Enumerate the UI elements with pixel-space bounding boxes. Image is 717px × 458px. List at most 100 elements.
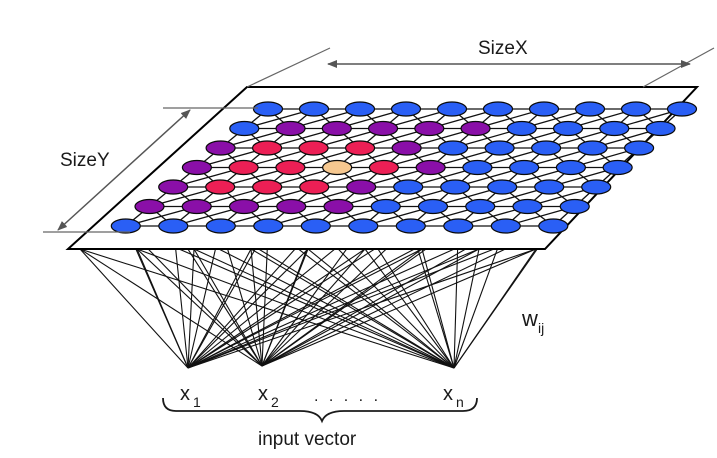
size-x-extension-right (642, 47, 715, 88)
winner-neuron (322, 159, 353, 176)
neuron (158, 218, 189, 234)
weight-connection-1 (187, 248, 252, 369)
neuron (506, 120, 537, 137)
size-y-arrow (57, 109, 191, 231)
input-x2-symbol: x (258, 383, 268, 405)
weight-connection-2 (261, 248, 309, 367)
neuron (482, 101, 514, 117)
neuron (440, 179, 471, 195)
weight-connection-3 (421, 248, 455, 369)
neuron (321, 120, 352, 137)
weight-connection-1 (187, 248, 195, 369)
neuron (512, 198, 543, 215)
neuron (581, 179, 612, 195)
input-x1-symbol: x (180, 383, 190, 405)
neuron (275, 120, 306, 137)
neuron (559, 198, 590, 215)
weight-connection-3 (307, 248, 455, 369)
neuron (490, 218, 521, 234)
neuron (462, 159, 493, 176)
neuron (395, 218, 426, 234)
size-x-label: SizeX (478, 38, 528, 59)
neuron (620, 101, 652, 117)
neuron (645, 120, 676, 137)
input-brace (162, 397, 478, 424)
neuron (110, 218, 141, 234)
neuron (181, 198, 212, 215)
neuron (509, 159, 540, 176)
weight-connection-2 (261, 248, 423, 367)
neuron (574, 101, 606, 117)
neuron (134, 198, 165, 215)
neuron (158, 179, 189, 195)
neuron (599, 120, 630, 137)
input-labels: x 1 x 2 . . . . . x n (180, 383, 464, 410)
size-y-label: SizeY (60, 150, 110, 171)
weight-connection-2 (261, 248, 480, 367)
weight-connection-3 (453, 248, 480, 369)
weight-connection-3 (250, 248, 455, 369)
neuron (228, 198, 260, 215)
neuron (623, 140, 655, 156)
weight-connection-2 (193, 248, 263, 367)
neuron (391, 140, 422, 156)
neuron (538, 218, 569, 234)
input-x2-subscript: 2 (271, 394, 279, 410)
weight-connection-1 (187, 248, 366, 369)
neuron (368, 159, 399, 176)
weight-connection-1 (136, 248, 189, 369)
neuron (552, 120, 584, 137)
neuron (367, 120, 399, 137)
weight-connection-3 (364, 248, 455, 369)
neuron (602, 159, 633, 176)
neuron (252, 140, 283, 156)
neuron (298, 140, 329, 156)
neuron (181, 159, 212, 176)
weight-connection-2 (79, 248, 263, 367)
neuron (390, 101, 422, 117)
neuron (577, 140, 608, 156)
size-y-dimension: SizeY (43, 107, 258, 233)
neuron (415, 159, 446, 176)
neuron (393, 179, 424, 195)
weight-connection-1 (187, 248, 309, 369)
input-xn-subscript: n (456, 394, 464, 410)
neuron (275, 159, 306, 176)
neuron (348, 218, 379, 234)
neuron (299, 179, 330, 195)
size-x-dimension: SizeX (246, 38, 715, 88)
neuron (555, 159, 587, 176)
neuron (414, 120, 445, 137)
input-ellipsis: . . . . . (314, 388, 381, 405)
neuron (300, 218, 331, 234)
neuron (460, 120, 491, 137)
neuron (298, 101, 330, 117)
neuron (530, 140, 562, 156)
neuron (438, 140, 469, 156)
neuron (345, 140, 376, 156)
neuron (228, 159, 259, 176)
input-vector-label: input vector (258, 429, 357, 450)
weight-connection-3 (453, 248, 537, 369)
neuron (417, 198, 449, 215)
neuron (666, 101, 698, 117)
input-x1-subscript: 1 (193, 394, 201, 410)
weight-connection-2 (250, 248, 263, 367)
neuron (205, 140, 236, 156)
weight-connection-3 (79, 248, 455, 369)
neuron (229, 120, 260, 137)
input-xn-symbol: x (443, 383, 453, 405)
neuron (370, 198, 401, 215)
weight-connection-1 (79, 248, 189, 369)
neuron (253, 218, 284, 234)
weight-connection-2 (136, 248, 263, 367)
neuron (465, 198, 496, 215)
neuron (487, 179, 518, 195)
size-x-extension-left (246, 47, 331, 88)
neuron (484, 140, 515, 156)
neuron (276, 198, 307, 215)
neuron (205, 179, 236, 195)
weight-connection-1 (187, 248, 423, 369)
weight-symbol: w (521, 306, 538, 331)
